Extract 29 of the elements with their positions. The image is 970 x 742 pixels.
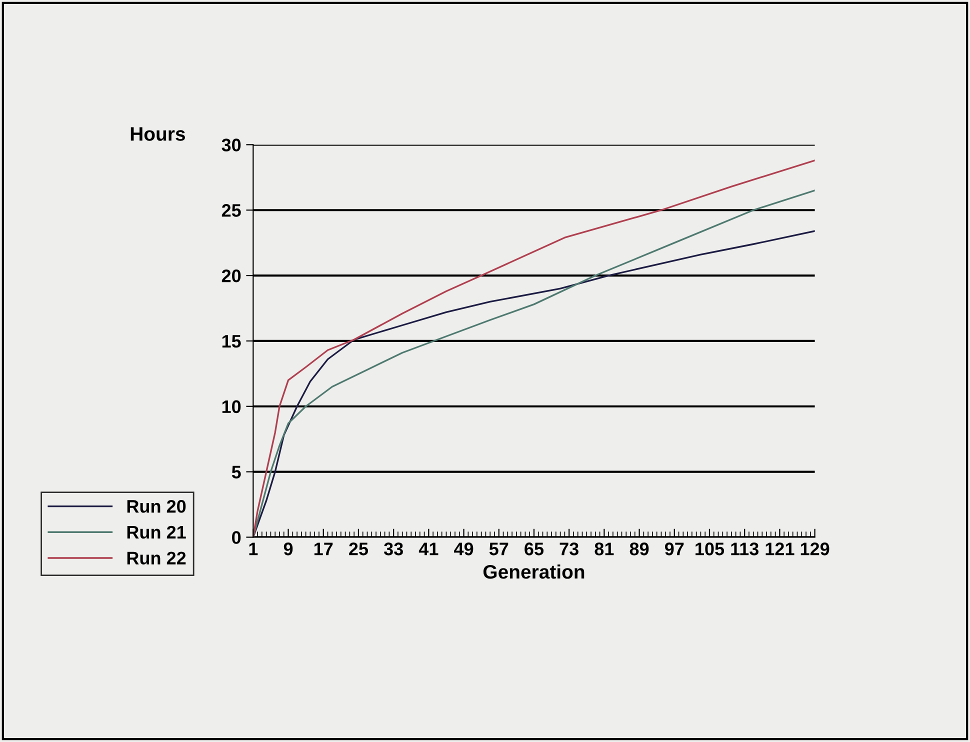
x-tick-label: 57	[489, 542, 508, 556]
y-tick-label: 20	[222, 269, 241, 282]
x-tick-label: 129	[800, 542, 830, 556]
y-tick-label: 10	[222, 400, 241, 414]
x-tick-label: 25	[349, 542, 368, 556]
x-tick-label: 121	[766, 542, 794, 556]
x-tick-label: 49	[454, 542, 474, 556]
legend-label: Run 20	[127, 500, 186, 513]
y-tick-label: 0	[232, 531, 241, 544]
x-tick-label: 17	[314, 542, 333, 556]
x-tick-label: 65	[524, 542, 544, 556]
y-axis-title: Hours	[130, 127, 185, 141]
legend-label: Run 22	[127, 552, 186, 564]
x-tick-label: 105	[696, 542, 724, 556]
y-tick-label: 15	[222, 335, 241, 348]
legend-label: Run 21	[127, 526, 186, 539]
y-tick-label: 5	[232, 466, 241, 479]
y-tick-label: 25	[222, 204, 241, 217]
x-tick-label: 73	[560, 542, 578, 556]
x-tick-label: 81	[594, 542, 614, 556]
x-axis-title: Generation	[483, 564, 584, 579]
x-tick-label: 97	[664, 542, 684, 556]
x-tick-label: 113	[731, 542, 759, 556]
x-tick-label: 41	[418, 542, 438, 556]
x-tick-label: 33	[384, 542, 403, 556]
x-tick-label: 1	[249, 542, 258, 556]
y-tick-label: 30	[222, 138, 241, 152]
x-tick-label: 89	[630, 542, 649, 556]
x-tick-label: 9	[284, 542, 293, 556]
